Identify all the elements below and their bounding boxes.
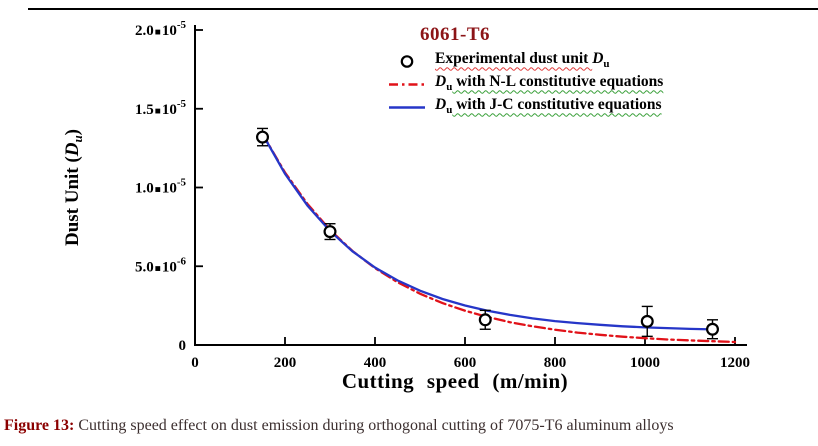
chart-legend: Experimental dust unit Du Du with N-L con… xyxy=(388,50,663,117)
y-tick-label: 5.0■10-6 xyxy=(135,255,186,275)
x-tick-label: 200 xyxy=(274,355,297,371)
y-tick-label: 1.5■10-5 xyxy=(135,98,186,118)
du-symbol: Du xyxy=(592,50,610,71)
y-tick-label: 2.0■10-5 xyxy=(135,19,186,39)
experimental-marker xyxy=(323,225,337,239)
legend-item-label: Du with J-C constitutive equations xyxy=(435,96,662,117)
dash-dot-symbol-icon xyxy=(389,82,425,86)
x-axis-label: Cutting speed (m/min) xyxy=(342,369,568,393)
experimental-marker xyxy=(640,314,654,328)
x-tick-label: 0 xyxy=(191,355,199,371)
experimental-marker xyxy=(705,322,719,336)
figure-label: Figure 13: xyxy=(4,417,75,434)
figure-caption-text: Cutting speed effect on dust emission du… xyxy=(74,417,674,434)
legend-item: Experimental dust unit Du xyxy=(388,50,663,71)
legend-item-label: Du with N-L constitutive equations xyxy=(435,73,664,94)
du-symbol: Du xyxy=(435,73,453,94)
experimental-marker xyxy=(478,313,492,327)
figure-caption: Figure 13: Cutting speed effect on dust … xyxy=(4,417,816,435)
solid-symbol-icon xyxy=(389,105,425,109)
y-tick-label: 1.0■10-5 xyxy=(135,177,186,197)
x-tick-label: 800 xyxy=(544,355,567,371)
legend-item: Du with J-C constitutive equations xyxy=(388,96,663,117)
x-tick-label: 400 xyxy=(364,355,387,371)
top-divider xyxy=(28,8,818,10)
chart-title: 6061-T6 xyxy=(420,24,490,45)
open-circle-symbol-icon xyxy=(400,54,414,68)
x-tick-label: 1000 xyxy=(630,355,660,371)
dust-emission-chart: 0 200 400 600 800 1000 1200 0 5.0■10-6 1.0■10-5 1.… xyxy=(62,19,750,393)
y-axis-label: Dust Unit (Du) xyxy=(62,129,85,246)
legend-item: Du with N-L constitutive equations xyxy=(388,73,663,94)
x-tick-label: 1200 xyxy=(720,355,750,371)
legend-item-label: Experimental dust unit Du xyxy=(435,50,610,71)
nl-curve xyxy=(261,132,737,344)
y-tick-label: 0 xyxy=(179,338,187,354)
x-tick-label: 600 xyxy=(454,355,477,371)
du-symbol: Du xyxy=(435,96,453,117)
experimental-marker xyxy=(256,130,270,144)
